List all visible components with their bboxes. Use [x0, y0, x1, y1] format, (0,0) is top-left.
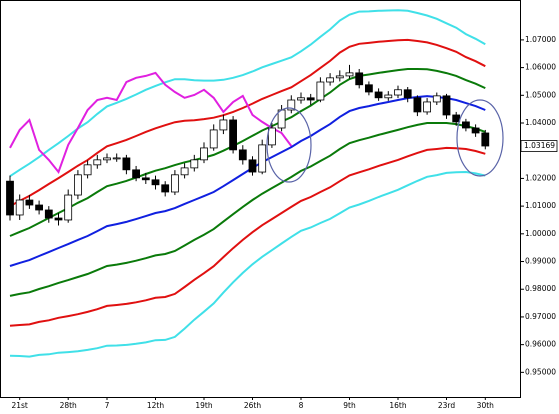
- y-tick-label: 1.05000: [525, 90, 556, 99]
- candle-body: [112, 157, 121, 160]
- y-tick-label: 1.00000: [525, 229, 556, 238]
- candle-body: [170, 174, 179, 193]
- last-price-label: 1.03169: [524, 141, 555, 150]
- candle-body: [122, 157, 131, 171]
- candle-body: [267, 127, 276, 146]
- candle-body: [35, 204, 43, 211]
- candle-body: [481, 132, 490, 147]
- candle-body: [423, 101, 432, 113]
- y-tick-label: 1.06000: [525, 63, 556, 72]
- last-price-box: [520, 140, 558, 152]
- candle-body: [384, 94, 393, 99]
- candle-body: [15, 199, 24, 216]
- candle-body: [364, 84, 373, 93]
- candle-body: [316, 81, 325, 101]
- x-tick-label: 26th: [244, 401, 261, 410]
- x-tick-label: 19th: [195, 401, 212, 410]
- annotation-ellipse: [266, 107, 312, 183]
- candle-body: [25, 199, 34, 206]
- candle-body: [461, 121, 470, 129]
- candle-body: [374, 91, 383, 99]
- candle-body: [471, 127, 480, 134]
- y-tick-label: 1.01000: [525, 201, 556, 210]
- candle-body: [200, 147, 208, 161]
- candle-body: [6, 180, 14, 216]
- band-line: [9, 9, 486, 178]
- x-tick-label: 23rd: [438, 401, 455, 410]
- candle-body: [44, 209, 53, 219]
- x-tick-label: 7: [105, 401, 110, 410]
- candle-body: [190, 159, 199, 169]
- x-tick-label: 16th: [389, 401, 406, 410]
- band-line: [9, 95, 486, 267]
- marks: [6, 9, 490, 358]
- x-tick-label: 30th: [477, 401, 494, 410]
- plot-frame: [0, 0, 521, 398]
- band-line: [9, 122, 486, 297]
- y-tick-label: 1.04000: [525, 118, 556, 127]
- candle-body: [277, 109, 286, 129]
- x-tick-label: 9th: [343, 401, 356, 410]
- y-tick-label: 0.99000: [525, 257, 556, 266]
- y-tick-label: 0.96000: [525, 340, 556, 349]
- x-tick-label: 21st: [11, 401, 27, 410]
- x-tick-label: 28th: [60, 401, 77, 410]
- x-tick-label: 12th: [147, 401, 164, 410]
- candle-body: [180, 167, 189, 176]
- candle-body: [345, 72, 354, 77]
- candle-body: [452, 114, 461, 123]
- candle-body: [248, 159, 257, 173]
- candle-body: [132, 169, 141, 179]
- y-tick-label: 0.95000: [525, 367, 556, 376]
- x-tick-label: 8: [299, 401, 304, 410]
- candle-body: [74, 174, 82, 196]
- candle-body: [209, 129, 218, 149]
- band-line: [9, 68, 486, 237]
- candle-body: [229, 119, 238, 151]
- candle-body: [161, 184, 170, 193]
- candle-body: [326, 77, 335, 83]
- candle-body: [355, 72, 364, 86]
- candle-body: [83, 164, 92, 176]
- annotation-ellipse: [456, 99, 504, 177]
- axis: 1.07000 1.06000 1.05000 1.04000 1.02000 1.010…: [11, 35, 558, 410]
- candle-body: [141, 177, 150, 181]
- candle-body: [93, 159, 102, 166]
- y-tick-label: 1.07000: [525, 35, 556, 44]
- candle-body: [238, 149, 247, 161]
- candle-body: [258, 144, 267, 173]
- candle-body: [335, 75, 344, 79]
- candle-body: [403, 89, 412, 99]
- candle-body: [64, 194, 73, 221]
- band-line: [9, 146, 486, 327]
- candle-body: [287, 99, 296, 111]
- y-tick-label: 0.97000: [525, 312, 556, 321]
- band-line: [9, 71, 293, 175]
- candle-body: [432, 95, 441, 103]
- candle-body: [219, 119, 228, 131]
- band-line: [9, 170, 486, 358]
- candle-body: [442, 95, 451, 116]
- y-tick-label: 1.02000: [525, 173, 556, 182]
- candle-body: [151, 179, 160, 186]
- candle-body: [54, 217, 63, 221]
- candle-body: [306, 97, 315, 101]
- candle-body: [394, 89, 402, 96]
- candle-body: [413, 97, 422, 113]
- candle-body: [103, 157, 111, 161]
- y-tick-label: 0.98000: [525, 284, 556, 293]
- candle-body: [297, 97, 305, 101]
